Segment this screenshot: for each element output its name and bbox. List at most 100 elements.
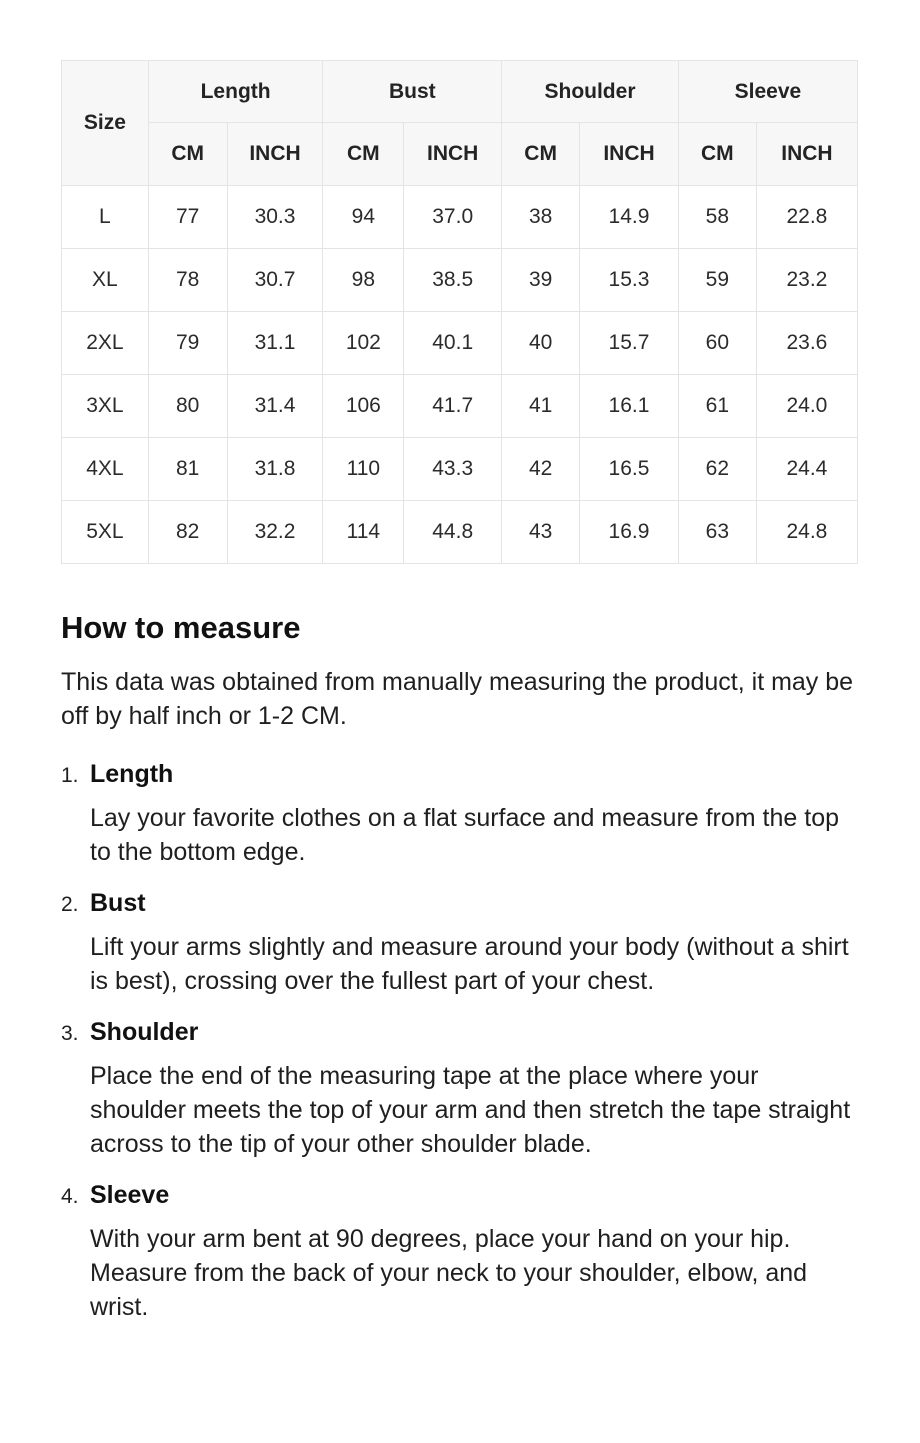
step-title: Shoulder bbox=[90, 1018, 199, 1047]
table-cell: 37.0 bbox=[403, 185, 503, 249]
header-unit: CM bbox=[322, 122, 405, 186]
table-row: 4XL 81 31.8 110 43.3 42 16.5 62 24.4 bbox=[61, 437, 859, 501]
measure-steps-list: 1. Length Lay your favorite clothes on a… bbox=[61, 759, 859, 1324]
table-cell: 24.0 bbox=[755, 374, 859, 438]
howto-heading: How to measure bbox=[61, 610, 301, 645]
step-description: Lay your favorite clothes on a flat surf… bbox=[90, 804, 840, 867]
table-cell: 24.8 bbox=[755, 500, 859, 564]
table-cell: 79 bbox=[147, 311, 228, 375]
table-row: 5XL 82 32.2 114 44.8 43 16.9 63 24.8 bbox=[61, 500, 859, 564]
table-cell: 31.8 bbox=[226, 437, 324, 501]
table-cell: 43.3 bbox=[403, 437, 503, 501]
table-row: XL 78 30.7 98 38.5 39 15.3 59 23.2 bbox=[61, 248, 859, 312]
table-cell: 63 bbox=[677, 500, 757, 564]
table-cell: 44.8 bbox=[403, 500, 503, 564]
step-description: With your arm bent at 90 degrees, place … bbox=[90, 1225, 808, 1322]
table-cell: 78 bbox=[147, 248, 228, 312]
table-cell: 81 bbox=[147, 437, 228, 501]
table-cell: 59 bbox=[677, 248, 757, 312]
step-title: Length bbox=[90, 760, 174, 789]
header-size: Size bbox=[61, 60, 149, 186]
row-size-label: 3XL bbox=[61, 374, 149, 438]
table-cell: 41 bbox=[501, 374, 581, 438]
table-cell: 40.1 bbox=[403, 311, 503, 375]
table-cell: 82 bbox=[147, 500, 228, 564]
step-number: 3. bbox=[61, 1022, 79, 1046]
row-size-label: XL bbox=[61, 248, 149, 312]
table-cell: 22.8 bbox=[755, 185, 859, 249]
table-cell: 80 bbox=[147, 374, 228, 438]
header-unit: INCH bbox=[403, 122, 503, 186]
table-cell: 30.3 bbox=[226, 185, 324, 249]
table-cell: 98 bbox=[322, 248, 405, 312]
row-size-label: 4XL bbox=[61, 437, 149, 501]
header-unit: CM bbox=[501, 122, 581, 186]
step-header: 4. Sleeve bbox=[61, 1180, 859, 1210]
list-item: 3. Shoulder Place the end of the measuri… bbox=[61, 1017, 859, 1161]
table-cell: 62 bbox=[677, 437, 757, 501]
howto-intro: This data was obtained from manually mea… bbox=[61, 668, 854, 731]
table-cell: 16.5 bbox=[579, 437, 679, 501]
header-unit: CM bbox=[677, 122, 757, 186]
header-unit: INCH bbox=[579, 122, 679, 186]
table-cell: 23.2 bbox=[755, 248, 859, 312]
header-group-bust: Bust bbox=[322, 60, 503, 123]
step-description: Place the end of the measuring tape at t… bbox=[90, 1062, 851, 1159]
table-row: 3XL 80 31.4 106 41.7 41 16.1 61 24.0 bbox=[61, 374, 859, 438]
row-size-label: L bbox=[61, 185, 149, 249]
step-description: Lift your arms slightly and measure arou… bbox=[90, 933, 849, 996]
table-cell: 60 bbox=[677, 311, 757, 375]
table-cell: 32.2 bbox=[226, 500, 324, 564]
step-number: 1. bbox=[61, 764, 79, 788]
header-group-shoulder: Shoulder bbox=[501, 60, 679, 123]
table-row: 2XL 79 31.1 102 40.1 40 15.7 60 23.6 bbox=[61, 311, 859, 375]
header-unit: INCH bbox=[755, 122, 859, 186]
header-group-length: Length bbox=[147, 60, 324, 123]
step-title: Bust bbox=[90, 889, 146, 918]
list-item: 2. Bust Lift your arms slightly and meas… bbox=[61, 888, 859, 998]
table-header-unit-row: CM INCH CM INCH CM INCH CM INCH bbox=[62, 122, 859, 186]
table-cell: 30.7 bbox=[226, 248, 324, 312]
table-cell: 14.9 bbox=[579, 185, 679, 249]
step-number: 2. bbox=[61, 893, 79, 917]
step-header: 3. Shoulder bbox=[61, 1017, 859, 1047]
list-item: 4. Sleeve With your arm bent at 90 degre… bbox=[61, 1180, 859, 1324]
table-cell: 42 bbox=[501, 437, 581, 501]
table-cell: 24.4 bbox=[755, 437, 859, 501]
table-cell: 38.5 bbox=[403, 248, 503, 312]
table-cell: 110 bbox=[322, 437, 405, 501]
header-unit: CM bbox=[147, 122, 228, 186]
row-size-label: 2XL bbox=[61, 311, 149, 375]
table-cell: 58 bbox=[677, 185, 757, 249]
table-cell: 15.7 bbox=[579, 311, 679, 375]
table-cell: 40 bbox=[501, 311, 581, 375]
table-cell: 38 bbox=[501, 185, 581, 249]
table-cell: 16.1 bbox=[579, 374, 679, 438]
step-header: 2. Bust bbox=[61, 888, 859, 918]
table-cell: 106 bbox=[322, 374, 405, 438]
size-chart-table: Size Length Bust Shoulder Sleeve CM INCH… bbox=[61, 60, 859, 564]
table-cell: 23.6 bbox=[755, 311, 859, 375]
table-cell: 39 bbox=[501, 248, 581, 312]
step-title: Sleeve bbox=[90, 1181, 170, 1210]
step-number: 4. bbox=[61, 1185, 79, 1209]
header-unit: INCH bbox=[226, 122, 324, 186]
table-cell: 15.3 bbox=[579, 248, 679, 312]
table-header-group-row: Size Length Bust Shoulder Sleeve bbox=[61, 60, 859, 186]
table-cell: 41.7 bbox=[403, 374, 503, 438]
table-cell: 16.9 bbox=[579, 500, 679, 564]
row-size-label: 5XL bbox=[61, 500, 149, 564]
table-cell: 61 bbox=[677, 374, 757, 438]
table-row: L 77 30.3 94 37.0 38 14.9 58 22.8 bbox=[61, 185, 859, 249]
table-cell: 94 bbox=[322, 185, 405, 249]
header-group-sleeve: Sleeve bbox=[677, 60, 859, 123]
table-cell: 31.1 bbox=[226, 311, 324, 375]
table-cell: 31.4 bbox=[226, 374, 324, 438]
table-cell: 77 bbox=[147, 185, 228, 249]
list-item: 1. Length Lay your favorite clothes on a… bbox=[61, 759, 859, 869]
table-cell: 102 bbox=[322, 311, 405, 375]
table-cell: 43 bbox=[501, 500, 581, 564]
step-header: 1. Length bbox=[61, 759, 859, 789]
table-cell: 114 bbox=[322, 500, 405, 564]
